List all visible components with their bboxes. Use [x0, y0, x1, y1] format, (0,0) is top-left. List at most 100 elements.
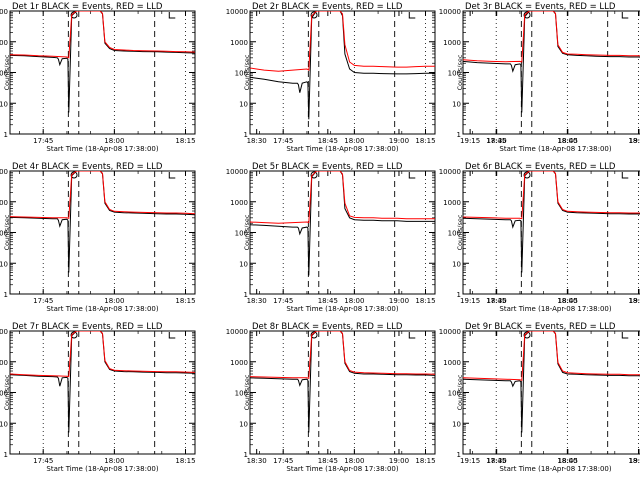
end-marker-symbol — [408, 172, 416, 179]
x-tick-label: 18:30 — [247, 137, 267, 145]
y-tick-label: 1000 — [0, 39, 8, 47]
plot-frame — [249, 10, 436, 135]
plot-frame — [9, 330, 196, 455]
y-tick-label: 1000 — [443, 39, 461, 47]
x-tick-label: 17:45 — [33, 297, 53, 305]
end-marker-symbol — [168, 332, 176, 339]
y-axis-label: Counts/sec — [243, 374, 251, 410]
start-marker-symbol — [70, 331, 78, 339]
end-marker-symbol — [621, 12, 629, 19]
x-axis-label: Start Time (18-Apr-08 17:38:00) — [46, 465, 158, 473]
y-tick-label: 10 — [239, 420, 248, 428]
x-axis-label: Start Time (18-Apr-08 17:38:00) — [46, 305, 158, 313]
events-line — [463, 11, 640, 113]
x-tick-label: 17:45 — [486, 137, 506, 145]
y-tick-label: 1 — [4, 131, 8, 139]
lld-line — [463, 11, 640, 63]
y-tick-label: 10000 — [226, 328, 248, 336]
x-axis-label: Start Time (18-Apr-08 17:38:00) — [286, 465, 398, 473]
events-line — [250, 171, 435, 276]
y-tick-label: 10000 — [226, 8, 248, 16]
x-tick-label: 18:00 — [344, 137, 364, 145]
panel-title: Det 2r BLACK = Events, RED = LLD — [252, 2, 403, 12]
start-marker-symbol — [70, 171, 78, 179]
x-tick-label: 17:45 — [486, 457, 506, 465]
x-tick-label: 17:45 — [273, 297, 293, 305]
x-tick-label: 18:15 — [415, 297, 435, 305]
events-line — [250, 11, 435, 120]
events-line — [463, 171, 640, 273]
panel-title: Det 4r BLACK = Events, RED = LLD — [12, 162, 163, 172]
lld-line — [10, 331, 195, 378]
x-tick-label: 17:45 — [33, 137, 53, 145]
x-axis-label: Start Time (18-Apr-08 17:38:00) — [46, 145, 158, 153]
y-tick-label: 10000 — [439, 8, 461, 16]
det-panel-3: Det 3r BLACK = Events, RED = LLD 1 10 100 10… — [439, 2, 640, 153]
x-tick-label: 17:45 — [273, 457, 293, 465]
events-line — [463, 331, 640, 433]
y-tick-label: 10 — [239, 260, 248, 268]
det-panel-6: Det 6r BLACK = Events, RED = LLD 1 10 100 10… — [439, 162, 640, 313]
x-tick-label: 18:00 — [104, 137, 124, 145]
end-marker-symbol — [168, 172, 176, 179]
x-tick-label: 19:00 — [629, 137, 640, 145]
y-tick-label: 10 — [0, 420, 8, 428]
y-tick-label: 100 — [0, 70, 8, 78]
y-tick-label: 10000 — [0, 328, 8, 336]
y-tick-label: 10000 — [439, 168, 461, 176]
panel-title: Det 1r BLACK = Events, RED = LLD — [12, 2, 163, 12]
x-tick-label: 18:30 — [247, 457, 267, 465]
y-tick-label: 10 — [0, 260, 8, 268]
det-panel-9: Det 9r BLACK = Events, RED = LLD 1 10 100 10… — [439, 322, 640, 473]
y-tick-label: 1 — [457, 451, 461, 459]
plot-frame — [9, 10, 196, 135]
start-marker-symbol — [523, 171, 531, 179]
y-tick-label: 1000 — [230, 39, 248, 47]
x-tick-label: 18:00 — [557, 457, 577, 465]
y-axis-label: Counts/sec — [3, 374, 11, 410]
x-tick-label: 19:15 — [460, 457, 480, 465]
x-tick-label: 18:15 — [628, 457, 640, 465]
start-marker-symbol — [310, 11, 318, 19]
panel-title: Det 8r BLACK = Events, RED = LLD — [252, 322, 403, 332]
end-marker-symbol — [408, 332, 416, 339]
panel-title: Det 3r BLACK = Events, RED = LLD — [465, 2, 616, 12]
x-axis-label: Start Time (18-Apr-08 17:38:00) — [499, 465, 611, 473]
x-axis-label: Start Time (18-Apr-08 17:38:00) — [286, 305, 398, 313]
y-axis-label: Counts/sec — [456, 374, 464, 410]
start-marker-symbol — [523, 331, 531, 339]
start-marker-symbol — [310, 171, 318, 179]
x-tick-label: 18:45 — [318, 137, 338, 145]
y-axis-label: Counts/sec — [456, 214, 464, 250]
events-line — [10, 11, 195, 113]
y-tick-label: 10 — [452, 100, 461, 108]
x-tick-label: 19:15 — [460, 137, 480, 145]
panel-title: Det 6r BLACK = Events, RED = LLD — [465, 162, 616, 172]
x-tick-label: 18:00 — [344, 457, 364, 465]
end-marker-symbol — [168, 12, 176, 19]
y-tick-label: 1 — [457, 291, 461, 299]
events-line — [10, 171, 195, 273]
y-tick-label: 1 — [4, 451, 8, 459]
y-tick-label: 1 — [244, 451, 248, 459]
y-tick-label: 10 — [452, 420, 461, 428]
end-marker-symbol — [408, 12, 416, 19]
y-tick-label: 10000 — [226, 168, 248, 176]
y-tick-label: 1000 — [230, 359, 248, 367]
x-tick-label: 18:00 — [557, 297, 577, 305]
y-tick-label: 1 — [244, 131, 248, 139]
x-tick-label: 18:15 — [175, 297, 195, 305]
y-tick-label: 1 — [457, 131, 461, 139]
y-tick-label: 1 — [4, 291, 8, 299]
x-tick-label: 18:45 — [318, 297, 338, 305]
x-tick-label: 18:45 — [558, 297, 578, 305]
y-tick-label: 1000 — [443, 359, 461, 367]
x-tick-label: 18:15 — [628, 297, 640, 305]
y-tick-label: 10000 — [0, 168, 8, 176]
x-axis-label: Start Time (18-Apr-08 17:38:00) — [499, 305, 611, 313]
lld-line — [463, 331, 640, 381]
y-tick-label: 1000 — [0, 359, 8, 367]
x-tick-label: 18:45 — [558, 457, 578, 465]
y-axis-label: Counts/sec — [3, 54, 11, 90]
y-tick-label: 10000 — [0, 8, 8, 16]
